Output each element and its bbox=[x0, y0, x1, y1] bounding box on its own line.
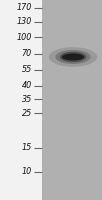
Text: 100: 100 bbox=[17, 32, 32, 42]
Text: 130: 130 bbox=[17, 18, 32, 26]
Ellipse shape bbox=[55, 50, 91, 64]
Bar bbox=[42, 0, 102, 200]
Text: 25: 25 bbox=[22, 108, 32, 117]
Ellipse shape bbox=[62, 53, 84, 60]
Text: 15: 15 bbox=[22, 144, 32, 152]
Ellipse shape bbox=[49, 47, 97, 67]
Text: 35: 35 bbox=[22, 95, 32, 104]
Text: 55: 55 bbox=[22, 66, 32, 74]
Text: 40: 40 bbox=[22, 82, 32, 90]
Ellipse shape bbox=[60, 52, 86, 62]
Text: 10: 10 bbox=[22, 168, 32, 176]
Text: 170: 170 bbox=[17, 3, 32, 12]
Bar bbox=[0, 0, 42, 200]
Text: 70: 70 bbox=[22, 49, 32, 58]
